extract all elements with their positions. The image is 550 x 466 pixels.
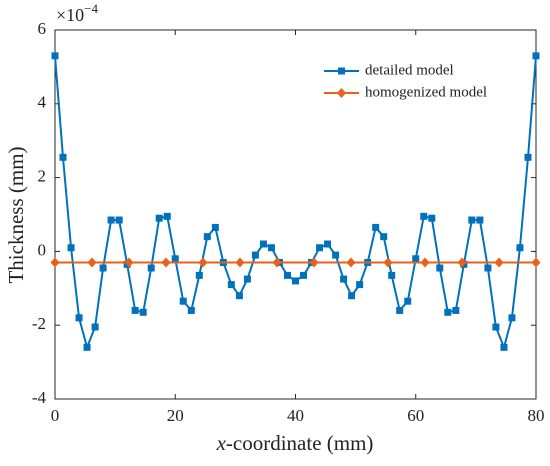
- data-point: [500, 343, 508, 351]
- data-point: [324, 240, 332, 248]
- data-point: [91, 323, 99, 331]
- legend-label: detailed model: [365, 62, 454, 78]
- data-point: [284, 271, 292, 279]
- data-point: [243, 275, 251, 283]
- data-point: [124, 257, 134, 268]
- x-tick-label: 80: [528, 406, 545, 425]
- data-point: [251, 251, 259, 259]
- y-multiplier-exponent: −4: [84, 1, 98, 16]
- data-point: [492, 323, 500, 331]
- x-axis-label: x-coordinate (mm): [216, 431, 374, 455]
- data-point: [476, 216, 484, 224]
- data-point: [316, 244, 324, 252]
- y-axis-label: Thickness (mm): [4, 146, 28, 283]
- data-point: [83, 343, 91, 351]
- x-axis-label-rest: -coordinate (mm): [226, 431, 374, 455]
- data-point: [187, 306, 195, 314]
- data-point: [139, 308, 147, 316]
- data-point: [299, 271, 307, 279]
- data-point: [235, 292, 243, 300]
- data-point: [332, 251, 340, 259]
- data-point: [420, 212, 428, 220]
- data-point: [383, 257, 393, 268]
- data-point: [457, 257, 467, 268]
- data-point: [309, 257, 319, 268]
- data-point: [494, 257, 504, 268]
- data-point: [380, 233, 388, 241]
- y-tick-label: 0: [38, 240, 47, 259]
- data-point: [67, 244, 75, 252]
- data-point: [428, 214, 436, 222]
- data-point: [259, 240, 267, 248]
- legend-label: homogenized model: [365, 84, 487, 100]
- y-tick-label: -2: [32, 314, 46, 333]
- legend-box: [319, 58, 505, 106]
- y-tick-label: -4: [32, 388, 47, 407]
- data-point: [292, 277, 299, 285]
- data-point: [161, 257, 171, 268]
- data-point: [404, 297, 412, 305]
- data-point: [396, 306, 404, 314]
- data-point: [179, 297, 187, 305]
- data-point: [51, 52, 59, 60]
- data-point: [87, 257, 97, 268]
- data-point: [516, 244, 524, 252]
- legend-marker: [338, 67, 345, 75]
- data-point: [211, 223, 219, 231]
- data-point: [75, 314, 83, 322]
- data-point: [372, 223, 380, 231]
- data-point: [388, 271, 396, 279]
- data-point: [412, 255, 420, 263]
- data-point: [436, 264, 444, 272]
- legend-marker: [337, 88, 346, 98]
- data-point: [452, 306, 460, 314]
- x-axis-label-variable: x: [216, 431, 227, 455]
- data-point: [508, 314, 516, 322]
- data-point: [227, 281, 235, 289]
- x-tick-label: 20: [167, 406, 184, 425]
- data-point: [115, 216, 123, 224]
- data-point: [272, 257, 282, 268]
- data-point: [198, 257, 208, 268]
- data-point: [203, 233, 211, 241]
- data-point: [235, 257, 245, 268]
- x-tick-label: 40: [287, 406, 304, 425]
- data-point: [155, 214, 163, 222]
- data-point: [524, 153, 532, 161]
- data-point: [107, 216, 115, 224]
- data-point: [340, 275, 348, 283]
- data-point: [531, 257, 541, 268]
- x-tick-label: 60: [407, 406, 424, 425]
- data-point: [532, 52, 540, 60]
- data-point: [50, 257, 60, 268]
- data-point: [348, 292, 356, 300]
- y-tick-label: 4: [38, 93, 47, 112]
- data-point: [420, 257, 430, 268]
- data-point: [163, 212, 171, 220]
- y-multiplier: ×10−4: [56, 1, 98, 25]
- data-point: [356, 281, 364, 289]
- y-multiplier-base: ×10: [56, 5, 84, 25]
- data-point: [484, 264, 492, 272]
- data-point: [267, 244, 275, 252]
- data-point: [346, 257, 356, 268]
- data-point: [468, 216, 476, 224]
- data-point: [171, 255, 179, 263]
- data-point: [195, 271, 203, 279]
- y-tick-label: 2: [38, 167, 47, 186]
- data-point: [131, 306, 139, 314]
- data-point: [99, 264, 107, 272]
- data-point: [147, 264, 155, 272]
- x-tick-label: 0: [51, 406, 60, 425]
- y-tick-label: 6: [38, 19, 47, 38]
- data-point: [444, 308, 452, 316]
- data-point: [59, 153, 67, 161]
